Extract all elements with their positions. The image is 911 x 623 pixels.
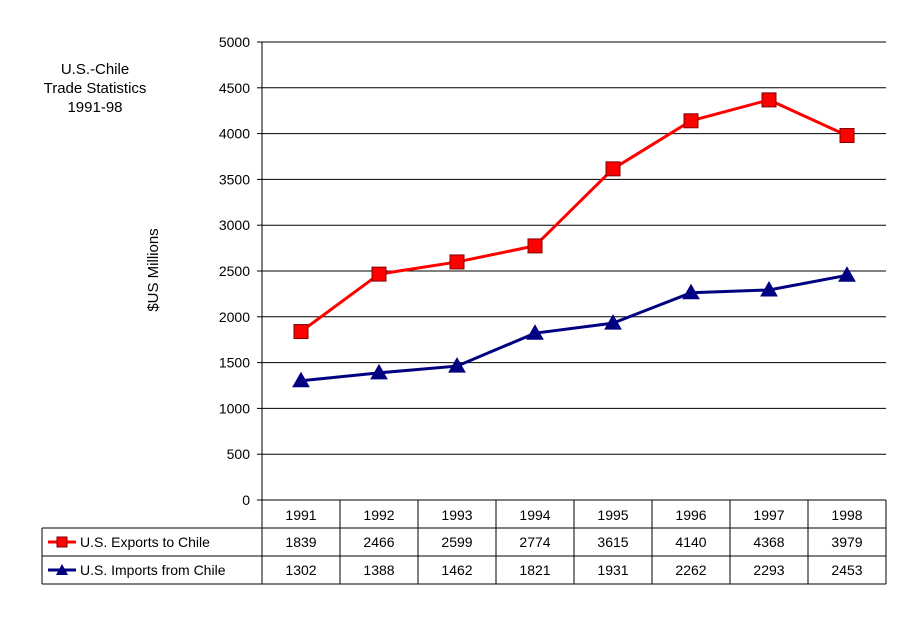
chart-title-line-3: 1991-98 [67,99,123,116]
series-1-point-1998 [839,128,855,144]
series-1-point-1995 [605,161,621,177]
data-label-s2-1997: 2293 [753,562,784,578]
gridlines [262,41,886,455]
data-label-s2-1993: 1462 [441,562,472,578]
data-label-s1-1991: 1839 [285,534,316,550]
data-label-s2-1998: 2453 [831,562,862,578]
category-label-1994: 1994 [519,507,550,523]
legend-key-marker-2 [56,564,68,575]
category-label-1993: 1993 [441,507,472,523]
data-label-s2-1991: 1302 [285,562,316,578]
series-line-1 [300,98,848,333]
legend-key-marker-1 [56,536,68,548]
data-label-s1-1995: 3615 [597,534,628,550]
category-label-1991: 1991 [285,507,316,523]
y-tick-label-2000: 2000 [219,309,250,325]
data-label-s1-1996: 4140 [675,534,706,550]
category-label-1992: 1992 [363,507,394,523]
data-label-s2-1995: 1931 [597,562,628,578]
y-tick-label-3000: 3000 [219,217,250,233]
y-tick-label-3500: 3500 [219,171,250,187]
category-label-1998: 1998 [831,507,862,523]
category-label-1995: 1995 [597,507,628,523]
chart-title-line-2: Trade Statistics [43,80,147,97]
series-1-point-1994 [527,238,543,254]
series-1-point-1992 [371,266,387,282]
series-1-point-1993 [449,254,465,270]
series-2-point-1998 [838,266,856,282]
data-label-s1-1992: 2466 [363,534,394,550]
series-2-point-1996 [682,283,700,300]
y-tick-label-5000: 5000 [219,34,250,50]
series-2-point-1994 [526,324,544,340]
data-label-s2-1996: 2262 [675,562,706,578]
y-tick-label-4500: 4500 [219,80,250,96]
data-label-s2-1994: 1821 [519,562,550,578]
y-axis: 0 500 1000 1500 2000 2500 3000 3500 4000 4500 5000 [219,34,263,508]
data-label-s2-1992: 1388 [363,562,394,578]
series-2-point-1997 [760,280,778,297]
y-tick-label-1500: 1500 [219,355,250,371]
legend-label-2: U.S. Imports from Chile [80,562,226,578]
legend-label-1: U.S. Exports to Chile [80,534,210,550]
series-1-point-1997 [761,92,777,108]
chart-title-line-1: U.S.-Chile [60,61,130,78]
series-2-point-1991 [292,371,310,388]
series-2-point-1993 [448,357,466,373]
data-table: 1991 1992 1993 1994 1995 1996 1997 1998 U.S. Exp… [41,499,887,585]
series-group [292,92,856,388]
data-label-s1-1993: 2599 [441,534,472,550]
data-label-s1-1997: 4368 [753,534,784,550]
category-label-1997: 1997 [753,507,784,523]
y-tick-label-2500: 2500 [219,263,250,279]
data-label-s1-1994: 2774 [519,534,550,550]
series-1-point-1996 [683,113,699,129]
category-label-1996: 1996 [675,507,706,523]
data-label-s1-1998: 3979 [831,534,862,550]
series-1-point-1991 [293,324,309,340]
series-2-point-1992 [370,363,388,380]
chart-title: U.S.-Chile Trade Statistics 1991-98 [20,60,170,117]
y-tick-label-500: 500 [227,446,251,462]
series-2-point-1995 [604,314,622,330]
y-tick-label-4000: 4000 [219,126,250,142]
series-line-2 [300,273,848,383]
y-tick-label-1000: 1000 [219,400,250,416]
y-axis-label: $US Millions [145,228,162,311]
y-tick-label-0: 0 [242,492,250,508]
